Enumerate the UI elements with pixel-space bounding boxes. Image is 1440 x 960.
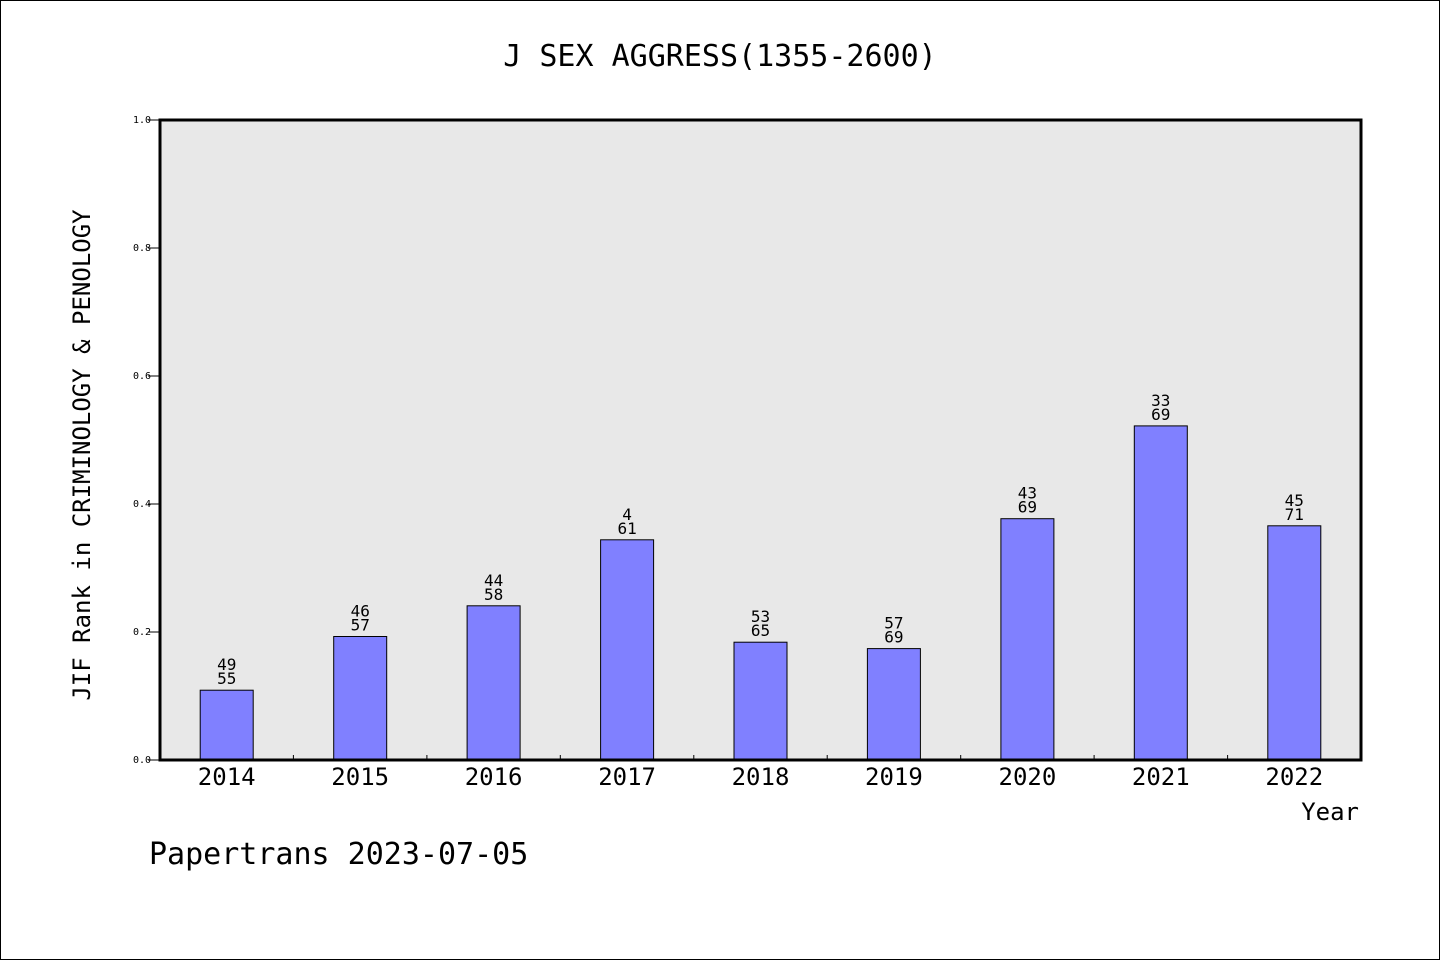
x-tick-label-2021: 2021 xyxy=(1132,763,1190,791)
bar-label-bottom-2021: 69 xyxy=(1151,405,1170,424)
y-tick-label: 0.6 xyxy=(133,371,151,382)
bar-label-top-2015: 46 xyxy=(351,602,370,621)
bar-label-bottom-2020: 69 xyxy=(1018,498,1037,517)
bar-2017 xyxy=(600,539,655,761)
chart-title: J SEX AGGRESS(1355-2600) xyxy=(503,39,936,74)
bar-label-top-2014: 49 xyxy=(217,655,236,674)
bar-label-bottom-2017: 61 xyxy=(617,519,636,538)
bar-label-top-2022: 45 xyxy=(1285,491,1304,510)
bar-label-bottom-2018: 65 xyxy=(751,621,770,640)
bar-label-bottom-2019: 69 xyxy=(884,628,903,647)
y-tick-label: 0.0 xyxy=(133,755,151,766)
bars-group xyxy=(199,425,1322,761)
bar-label-top-2021: 33 xyxy=(1151,391,1170,410)
bar-label-top-2020: 43 xyxy=(1018,484,1037,503)
y-axis-label: JIF Rank in CRIMINOLOGY & PENOLOGY xyxy=(68,209,96,701)
bar-2016 xyxy=(466,605,521,761)
y-tick-label: 0.4 xyxy=(133,499,151,510)
bar-label-bottom-2016: 58 xyxy=(484,585,503,604)
bar-label-bottom-2015: 57 xyxy=(351,616,370,635)
bar-label-top-2019: 57 xyxy=(884,614,903,633)
bar-label-top-2017: 4 xyxy=(622,505,632,524)
x-axis-ticks: 2014 2015 2016 2017 2018 2019 2020 2021 2022 xyxy=(198,755,1323,791)
y-tick-label: 1.0 xyxy=(133,115,151,126)
bar-label-top-2016: 44 xyxy=(484,571,503,590)
y-axis-ticks: 0.0 0.2 0.4 0.6 0.8 1.0 xyxy=(133,115,160,766)
x-tick-label-2020: 2020 xyxy=(999,763,1057,791)
bar-2019 xyxy=(866,648,921,761)
x-tick-label-2022: 2022 xyxy=(1265,763,1323,791)
plot-border xyxy=(158,118,1363,762)
bar-2021 xyxy=(1133,425,1188,761)
x-tick-label-2015: 2015 xyxy=(331,763,389,791)
bar-label-top-2018: 53 xyxy=(751,607,770,626)
bar-label-bottom-2022: 71 xyxy=(1285,505,1304,524)
bar-2022 xyxy=(1267,525,1322,761)
footer-credit: Papertrans 2023-07-05 xyxy=(149,837,528,872)
x-axis-label: Year xyxy=(1301,798,1359,826)
bar-2020 xyxy=(1000,518,1055,761)
bar-2018 xyxy=(733,641,788,761)
x-tick-label-2016: 2016 xyxy=(465,763,523,791)
bar-2014 xyxy=(199,689,254,761)
bar-2015 xyxy=(333,636,388,761)
x-tick-label-2018: 2018 xyxy=(732,763,790,791)
x-tick-label-2014: 2014 xyxy=(198,763,256,791)
y-tick-label: 0.8 xyxy=(133,243,151,254)
bar-label-bottom-2014: 55 xyxy=(217,669,236,688)
x-tick-label-2019: 2019 xyxy=(865,763,923,791)
y-tick-label: 0.2 xyxy=(133,627,151,638)
x-tick-label-2017: 2017 xyxy=(598,763,656,791)
